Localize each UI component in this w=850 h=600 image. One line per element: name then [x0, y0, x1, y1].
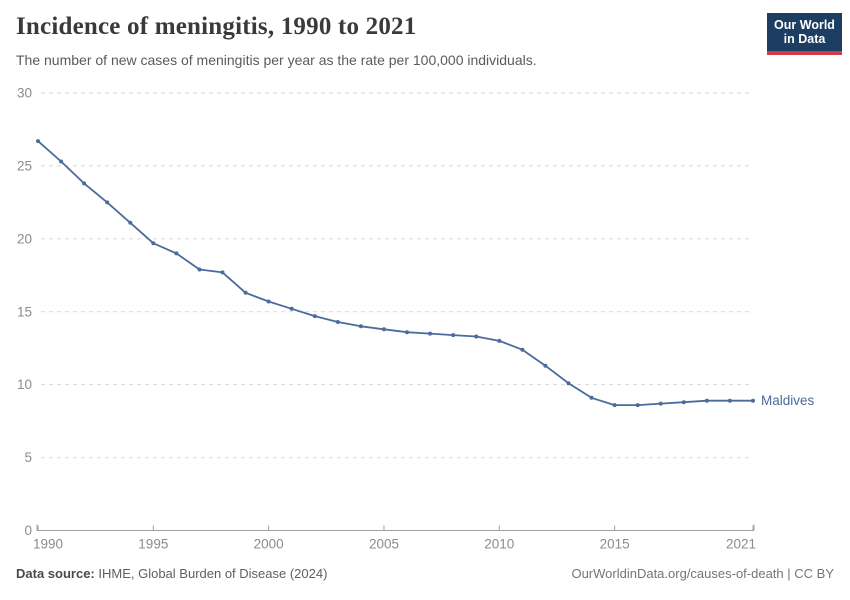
data-point[interactable]	[36, 139, 40, 144]
footer-separator: |	[783, 566, 795, 581]
chart-footer: Data source: IHME, Global Burden of Dise…	[16, 566, 834, 581]
cc-by-link[interactable]: CC BY	[794, 566, 834, 581]
chart-title: Incidence of meningitis, 1990 to 2021	[16, 13, 417, 40]
y-tick-label: 0	[24, 523, 32, 538]
data-point[interactable]	[59, 159, 64, 164]
data-point[interactable]	[382, 327, 386, 332]
data-point[interactable]	[151, 241, 156, 246]
x-tick-label: 2000	[254, 537, 284, 552]
data-point[interactable]	[589, 395, 594, 400]
y-tick-label: 30	[17, 86, 32, 101]
data-point[interactable]	[174, 251, 179, 256]
data-point[interactable]	[704, 398, 709, 403]
data-point[interactable]	[128, 220, 133, 225]
x-tick-label: 2010	[484, 537, 514, 552]
data-point[interactable]	[543, 363, 548, 368]
data-point[interactable]	[681, 400, 686, 405]
y-tick-label: 10	[17, 377, 32, 392]
data-point[interactable]	[612, 403, 617, 408]
data-source-value: IHME, Global Burden of Disease (2024)	[98, 566, 328, 581]
data-point[interactable]	[451, 333, 456, 338]
x-tick-label: 2015	[600, 537, 630, 552]
data-point[interactable]	[243, 290, 248, 295]
footer-links: OurWorldinData.org/causes-of-death | CC …	[571, 566, 834, 581]
y-tick-label: 15	[17, 304, 32, 319]
data-point[interactable]	[566, 381, 571, 386]
y-tick-label: 20	[17, 231, 32, 246]
data-point[interactable]	[405, 330, 409, 335]
data-point[interactable]	[635, 403, 640, 408]
data-point[interactable]	[497, 338, 502, 343]
y-tick-label: 25	[17, 158, 32, 173]
data-point[interactable]	[474, 334, 479, 339]
x-tick-label: 2021	[726, 537, 756, 552]
data-point[interactable]	[266, 299, 271, 304]
data-point[interactable]	[105, 200, 110, 205]
data-point[interactable]	[727, 398, 732, 403]
x-tick-label: 1990	[33, 537, 63, 552]
data-point[interactable]	[358, 324, 363, 329]
y-tick-label: 5	[24, 450, 32, 465]
data-point[interactable]	[520, 347, 525, 352]
x-tick-label: 1995	[138, 537, 168, 552]
data-source-label: Data source:	[16, 566, 95, 581]
owid-logo[interactable]: Our World in Data	[767, 13, 842, 55]
data-point[interactable]	[312, 314, 317, 319]
data-point[interactable]	[289, 306, 294, 311]
series-line-maldives[interactable]	[37, 140, 754, 406]
owid-logo-line2: in Data	[783, 32, 826, 47]
data-point[interactable]	[82, 181, 87, 186]
data-point[interactable]	[197, 267, 202, 272]
series-label-maldives[interactable]: Maldives	[761, 393, 815, 408]
x-tick-label: 2005	[369, 537, 399, 552]
data-source-note: Data source: IHME, Global Burden of Dise…	[16, 566, 327, 581]
data-point[interactable]	[335, 320, 340, 324]
chart-subtitle: The number of new cases of meningitis pe…	[16, 52, 537, 68]
data-point[interactable]	[658, 401, 663, 406]
owid-url-link[interactable]: OurWorldinData.org/causes-of-death	[571, 566, 784, 581]
data-point[interactable]	[220, 270, 225, 275]
data-point[interactable]	[428, 331, 433, 336]
owid-logo-line1: Our World	[774, 18, 835, 32]
data-point[interactable]	[751, 398, 755, 403]
